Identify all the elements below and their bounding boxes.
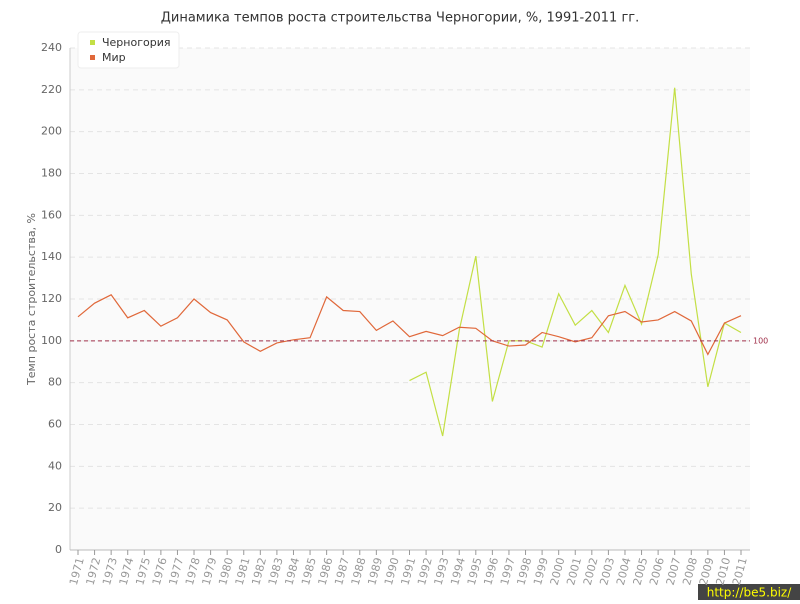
series-line xyxy=(409,87,742,437)
y-tick-label: 20 xyxy=(48,501,62,514)
legend-label: Черногория xyxy=(102,36,170,49)
reference-label: 100 xyxy=(753,336,768,345)
y-tick-label: 240 xyxy=(41,41,62,54)
watermark-bg xyxy=(698,584,800,600)
plot-area xyxy=(70,48,750,550)
legend-swatch xyxy=(90,40,95,45)
y-tick-label: 0 xyxy=(55,543,62,556)
y-tick-label: 220 xyxy=(41,83,62,96)
y-tick-label: 120 xyxy=(41,292,62,305)
y-tick-label: 200 xyxy=(41,125,62,138)
y-tick-label: 80 xyxy=(48,376,62,389)
y-tick-label: 140 xyxy=(41,250,62,263)
y-axis-label: Темп роста строительства, % xyxy=(25,213,38,386)
chart-title: Динамика темпов роста строительства Черн… xyxy=(161,11,640,26)
x-tick-label: 2011 xyxy=(730,556,750,586)
y-tick-label: 180 xyxy=(41,167,62,180)
y-tick-label: 160 xyxy=(41,208,62,221)
y-tick-label: 100 xyxy=(41,334,62,347)
series-line xyxy=(77,294,742,356)
watermark: http://be5.biz/ xyxy=(707,586,792,600)
legend-label: Мир xyxy=(102,51,126,64)
y-tick-label: 40 xyxy=(48,459,62,472)
y-tick-label: 60 xyxy=(48,418,62,431)
legend-box xyxy=(77,31,180,69)
legend-swatch xyxy=(90,55,95,60)
